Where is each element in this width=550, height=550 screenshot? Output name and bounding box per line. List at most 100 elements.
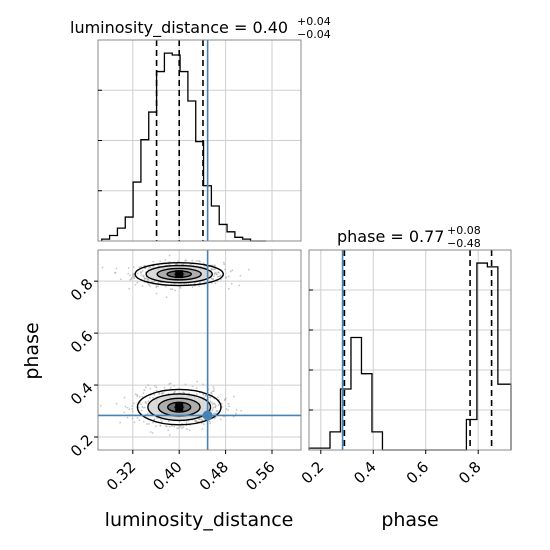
sample-point bbox=[164, 258, 167, 261]
density-xtick-label-0: 0.32 bbox=[103, 458, 139, 494]
sample-point bbox=[140, 409, 143, 412]
sample-point bbox=[149, 387, 152, 390]
sample-point bbox=[155, 389, 158, 392]
sample-point bbox=[123, 396, 126, 399]
sample-point bbox=[169, 382, 172, 385]
hist1-quantile-lines bbox=[155, 40, 204, 241]
sample-point bbox=[133, 277, 136, 280]
density-contours bbox=[134, 262, 224, 426]
sample-point bbox=[199, 418, 202, 421]
sample-point bbox=[216, 275, 219, 278]
sample-point bbox=[181, 427, 184, 430]
sample-point bbox=[127, 272, 130, 275]
contour-mode1-level0 bbox=[136, 388, 222, 426]
sample-point bbox=[146, 412, 149, 415]
sample-point bbox=[191, 259, 194, 262]
sample-point bbox=[229, 270, 232, 273]
sample-point bbox=[217, 404, 220, 406]
sample-point bbox=[195, 387, 198, 390]
sample-point bbox=[179, 425, 182, 428]
sample-point bbox=[101, 266, 104, 269]
sample-point bbox=[191, 385, 194, 388]
sample-point bbox=[152, 260, 155, 263]
sample-point bbox=[204, 395, 207, 398]
sample-point bbox=[124, 405, 127, 408]
sample-point bbox=[176, 427, 179, 430]
sample-point bbox=[169, 386, 172, 389]
sample-point bbox=[131, 417, 134, 420]
sample-point bbox=[225, 407, 228, 410]
sample-point bbox=[158, 393, 161, 395]
sample-point bbox=[164, 285, 167, 288]
sample-point bbox=[227, 275, 230, 278]
density-ytick-label-0: 0.2 bbox=[67, 431, 97, 461]
sample-point bbox=[173, 385, 176, 387]
sample-point bbox=[155, 425, 157, 428]
sample-point bbox=[240, 409, 243, 412]
sample-point bbox=[217, 271, 220, 274]
sample-point bbox=[126, 416, 129, 419]
sample-point bbox=[185, 421, 188, 424]
density-ytick-label-2: 0.6 bbox=[67, 327, 97, 357]
sample-point bbox=[239, 274, 242, 277]
sample-point bbox=[153, 418, 156, 421]
sample-point bbox=[212, 406, 215, 409]
hist2-y-ticks bbox=[309, 289, 313, 411]
sample-point bbox=[167, 429, 170, 432]
sample-point bbox=[212, 390, 215, 392]
hist1-title: luminosity_distance = 0.40 bbox=[70, 18, 288, 38]
sample-point bbox=[140, 274, 143, 276]
sample-point bbox=[201, 428, 204, 431]
sample-point bbox=[138, 395, 141, 398]
contour-mode0-level0 bbox=[134, 262, 224, 287]
sample-point bbox=[214, 272, 216, 275]
sample-point bbox=[191, 286, 194, 288]
sample-point bbox=[213, 264, 216, 267]
sample-point bbox=[210, 277, 213, 280]
sample-point bbox=[144, 277, 147, 280]
hist2-xtick-label-2: 0.6 bbox=[403, 458, 433, 488]
hist1-y-ticks bbox=[98, 89, 102, 192]
sample-point bbox=[141, 269, 144, 272]
density-ytick-label-1: 0.4 bbox=[67, 379, 97, 409]
hist1-title-minus: −0.04 bbox=[297, 28, 331, 41]
x-axis-label-distance: luminosity_distance bbox=[105, 509, 294, 531]
sample-point bbox=[145, 386, 147, 389]
density-peak-0 bbox=[175, 270, 184, 279]
sample-point bbox=[211, 401, 213, 404]
sample-point bbox=[142, 274, 145, 277]
sample-point bbox=[132, 402, 135, 405]
sample-point bbox=[144, 401, 147, 403]
sample-point bbox=[171, 425, 173, 427]
sample-point bbox=[195, 393, 198, 396]
sample-point bbox=[150, 280, 153, 283]
sample-point bbox=[157, 264, 160, 267]
sample-point bbox=[169, 288, 172, 291]
sample-point bbox=[155, 386, 158, 389]
luminosity-distance-histogram-panel: luminosity_distance = 0.40 +0.04 −0.04 bbox=[70, 15, 331, 242]
density-truth-marker bbox=[98, 250, 301, 450]
sample-point bbox=[185, 259, 188, 262]
sample-point bbox=[119, 421, 122, 424]
sample-point bbox=[141, 285, 144, 287]
sample-point bbox=[152, 396, 154, 399]
sample-point bbox=[151, 432, 154, 434]
density-x-ticks: 0.32 0.40 0.48 0.56 bbox=[103, 450, 279, 494]
sample-point bbox=[185, 283, 188, 285]
sample-point bbox=[222, 261, 225, 264]
sample-point bbox=[131, 410, 134, 413]
sample-point bbox=[145, 402, 148, 405]
sample-point bbox=[228, 405, 230, 408]
sample-point bbox=[143, 389, 146, 392]
x-axis-label-phase: phase bbox=[381, 509, 438, 531]
sample-point bbox=[209, 422, 212, 425]
sample-point bbox=[157, 281, 160, 284]
sample-point bbox=[179, 287, 182, 289]
sample-point bbox=[196, 380, 199, 383]
sample-point bbox=[177, 260, 179, 263]
sample-point bbox=[155, 417, 158, 419]
sample-point bbox=[129, 278, 132, 281]
sample-point bbox=[168, 433, 171, 436]
sample-point bbox=[126, 406, 129, 409]
hist2-xtick-label-3: 0.8 bbox=[455, 458, 485, 488]
